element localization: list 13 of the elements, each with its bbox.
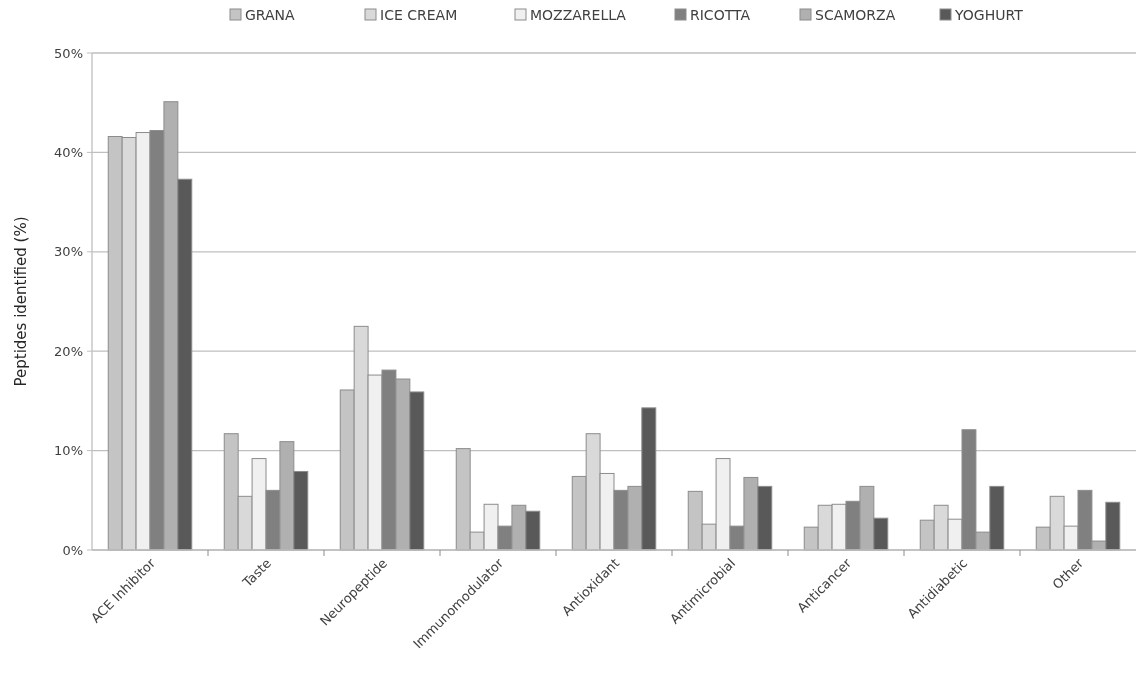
legend-label: SCAMORZA <box>815 6 896 23</box>
y-tick-label: 30% <box>54 244 83 260</box>
y-tick-label: 40% <box>54 144 83 160</box>
y-tick-label: 10% <box>54 443 83 459</box>
legend-label: YOGHURT <box>954 6 1024 23</box>
legend-label: ICE CREAM <box>380 6 458 23</box>
y-tick-label: 20% <box>54 343 83 359</box>
y-tick-label: 50% <box>54 45 83 61</box>
legend-label: GRANA <box>245 6 296 23</box>
legend-label: RICOTTA <box>690 6 751 23</box>
y-axis-title: Peptides identified (%) <box>12 216 30 387</box>
y-tick-label: 0% <box>62 542 83 558</box>
legend-label: MOZZARELLA <box>530 6 627 23</box>
